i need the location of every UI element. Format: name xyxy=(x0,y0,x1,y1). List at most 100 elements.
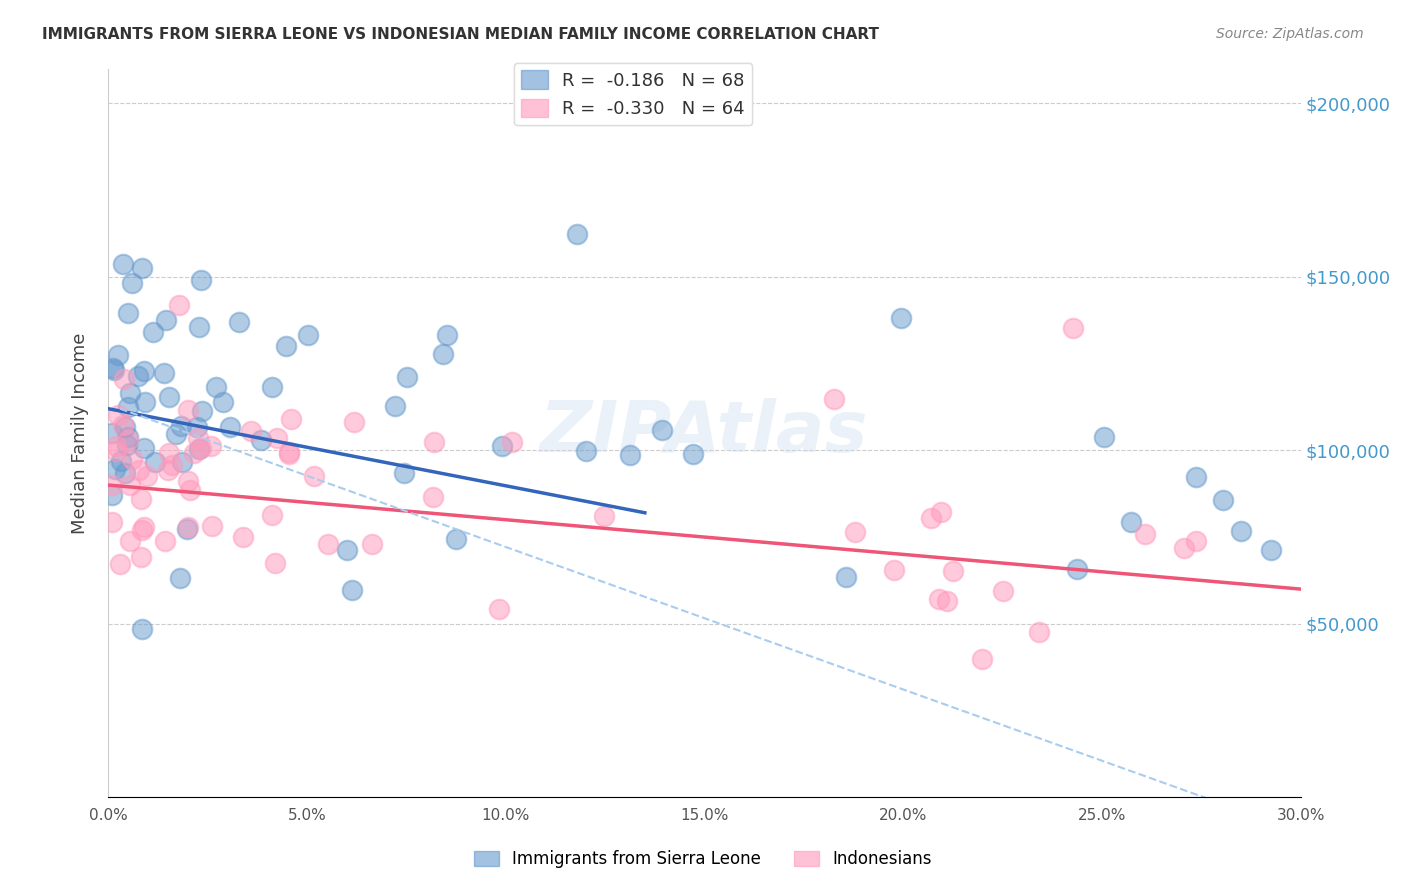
blue xyxy=(131,622,153,636)
blue xyxy=(432,347,454,361)
blue xyxy=(127,368,149,383)
pink xyxy=(187,431,209,445)
blue xyxy=(1185,470,1208,484)
blue xyxy=(228,316,250,330)
blue xyxy=(436,327,458,342)
blue xyxy=(1230,524,1253,538)
blue xyxy=(262,380,284,394)
pink xyxy=(280,412,302,426)
Legend: R =  -0.186   N = 68, R =  -0.330   N = 64: R = -0.186 N = 68, R = -0.330 N = 64 xyxy=(513,63,752,125)
blue xyxy=(565,227,588,241)
blue xyxy=(111,257,134,271)
blue xyxy=(188,442,211,457)
blue xyxy=(176,522,198,536)
pink xyxy=(232,530,254,544)
blue xyxy=(219,420,242,434)
Text: Source: ZipAtlas.com: Source: ZipAtlas.com xyxy=(1216,27,1364,41)
blue xyxy=(191,404,214,418)
blue xyxy=(107,348,129,362)
Text: ZIPAtlas: ZIPAtlas xyxy=(540,399,869,467)
blue xyxy=(446,532,468,546)
blue xyxy=(103,363,125,377)
blue xyxy=(101,360,124,375)
blue xyxy=(392,466,415,480)
blue xyxy=(1066,562,1088,576)
pink xyxy=(302,468,325,483)
blue xyxy=(114,420,136,434)
pink xyxy=(153,533,176,548)
blue xyxy=(134,394,156,409)
pink xyxy=(108,557,131,571)
pink xyxy=(240,424,263,438)
blue xyxy=(835,570,858,584)
pink xyxy=(200,439,222,453)
pink xyxy=(176,520,198,534)
blue xyxy=(110,453,132,467)
blue xyxy=(117,430,139,444)
blue xyxy=(153,366,176,380)
pink xyxy=(972,651,994,665)
pink xyxy=(844,525,866,540)
blue xyxy=(190,273,212,287)
blue xyxy=(142,325,165,339)
Text: IMMIGRANTS FROM SIERRA LEONE VS INDONESIAN MEDIAN FAMILY INCOME CORRELATION CHAR: IMMIGRANTS FROM SIERRA LEONE VS INDONESI… xyxy=(42,27,879,42)
pink xyxy=(592,508,614,523)
blue xyxy=(491,439,513,453)
Legend: Immigrants from Sierra Leone, Indonesians: Immigrants from Sierra Leone, Indonesian… xyxy=(467,844,939,875)
pink xyxy=(423,435,446,450)
pink xyxy=(162,458,184,472)
pink xyxy=(928,592,950,607)
pink xyxy=(118,534,141,549)
pink xyxy=(942,564,965,578)
pink xyxy=(101,477,124,491)
blue xyxy=(575,444,598,458)
blue xyxy=(101,488,124,502)
blue xyxy=(104,462,127,476)
pink xyxy=(264,556,287,570)
pink xyxy=(1133,526,1156,541)
pink xyxy=(121,452,143,467)
blue xyxy=(340,583,363,598)
pink xyxy=(135,469,157,483)
blue xyxy=(101,425,124,440)
blue xyxy=(114,466,136,480)
pink xyxy=(183,445,205,459)
blue xyxy=(187,320,209,334)
blue xyxy=(890,310,912,325)
pink xyxy=(128,463,150,477)
pink xyxy=(104,439,127,453)
pink xyxy=(1185,533,1208,548)
pink xyxy=(316,536,339,550)
blue xyxy=(1260,542,1282,557)
pink xyxy=(883,563,905,577)
pink xyxy=(190,441,212,455)
pink xyxy=(266,431,288,445)
blue xyxy=(169,571,191,585)
blue xyxy=(1212,492,1234,507)
blue xyxy=(117,400,139,414)
pink xyxy=(104,444,127,458)
pink xyxy=(936,594,959,608)
pink xyxy=(118,478,141,492)
blue xyxy=(336,543,359,558)
blue xyxy=(170,455,193,469)
blue xyxy=(396,369,419,384)
blue xyxy=(250,433,273,447)
pink xyxy=(129,491,152,506)
pink xyxy=(112,417,135,432)
blue xyxy=(115,438,138,452)
blue xyxy=(117,306,139,320)
blue xyxy=(297,327,319,342)
pink xyxy=(422,490,444,504)
Y-axis label: Median Family Income: Median Family Income xyxy=(72,332,89,533)
blue xyxy=(619,448,641,462)
blue xyxy=(186,419,208,434)
pink xyxy=(101,515,124,529)
blue xyxy=(1092,430,1115,444)
pink xyxy=(1028,625,1050,640)
blue xyxy=(120,385,142,400)
pink xyxy=(920,511,942,525)
pink xyxy=(361,536,384,550)
pink xyxy=(177,474,200,488)
pink xyxy=(278,444,301,458)
